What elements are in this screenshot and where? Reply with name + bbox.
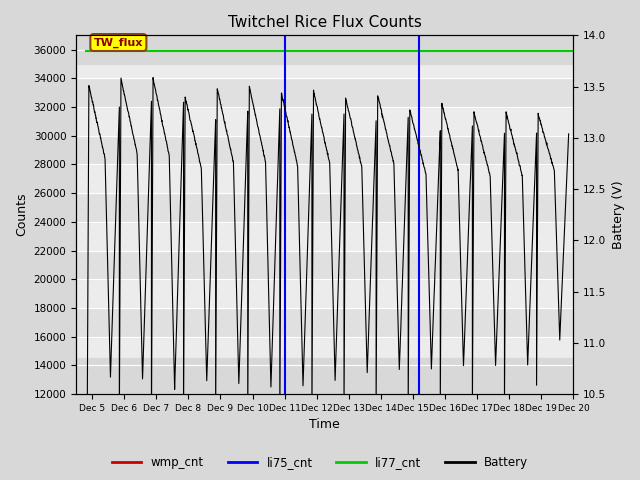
Bar [76, 50, 573, 78]
Bar [76, 251, 573, 279]
Title: Twitchel Rice Flux Counts: Twitchel Rice Flux Counts [228, 15, 422, 30]
Legend: wmp_cnt, li75_cnt, li77_cnt, Battery: wmp_cnt, li75_cnt, li77_cnt, Battery [107, 452, 533, 474]
Bar [76, 358, 573, 394]
Bar [76, 222, 573, 251]
Y-axis label: Counts: Counts [15, 193, 28, 237]
Bar [76, 336, 573, 365]
Bar [76, 78, 573, 107]
Bar [76, 136, 573, 165]
Bar [76, 21, 573, 50]
Bar [76, 107, 573, 136]
Y-axis label: Battery (V): Battery (V) [612, 180, 625, 249]
X-axis label: Time: Time [309, 419, 340, 432]
Bar [76, 165, 573, 193]
Bar [76, 193, 573, 222]
Bar [76, 279, 573, 308]
Bar [76, 36, 573, 64]
Bar [76, 365, 573, 394]
Bar [76, 308, 573, 336]
Text: TW_flux: TW_flux [93, 37, 143, 48]
